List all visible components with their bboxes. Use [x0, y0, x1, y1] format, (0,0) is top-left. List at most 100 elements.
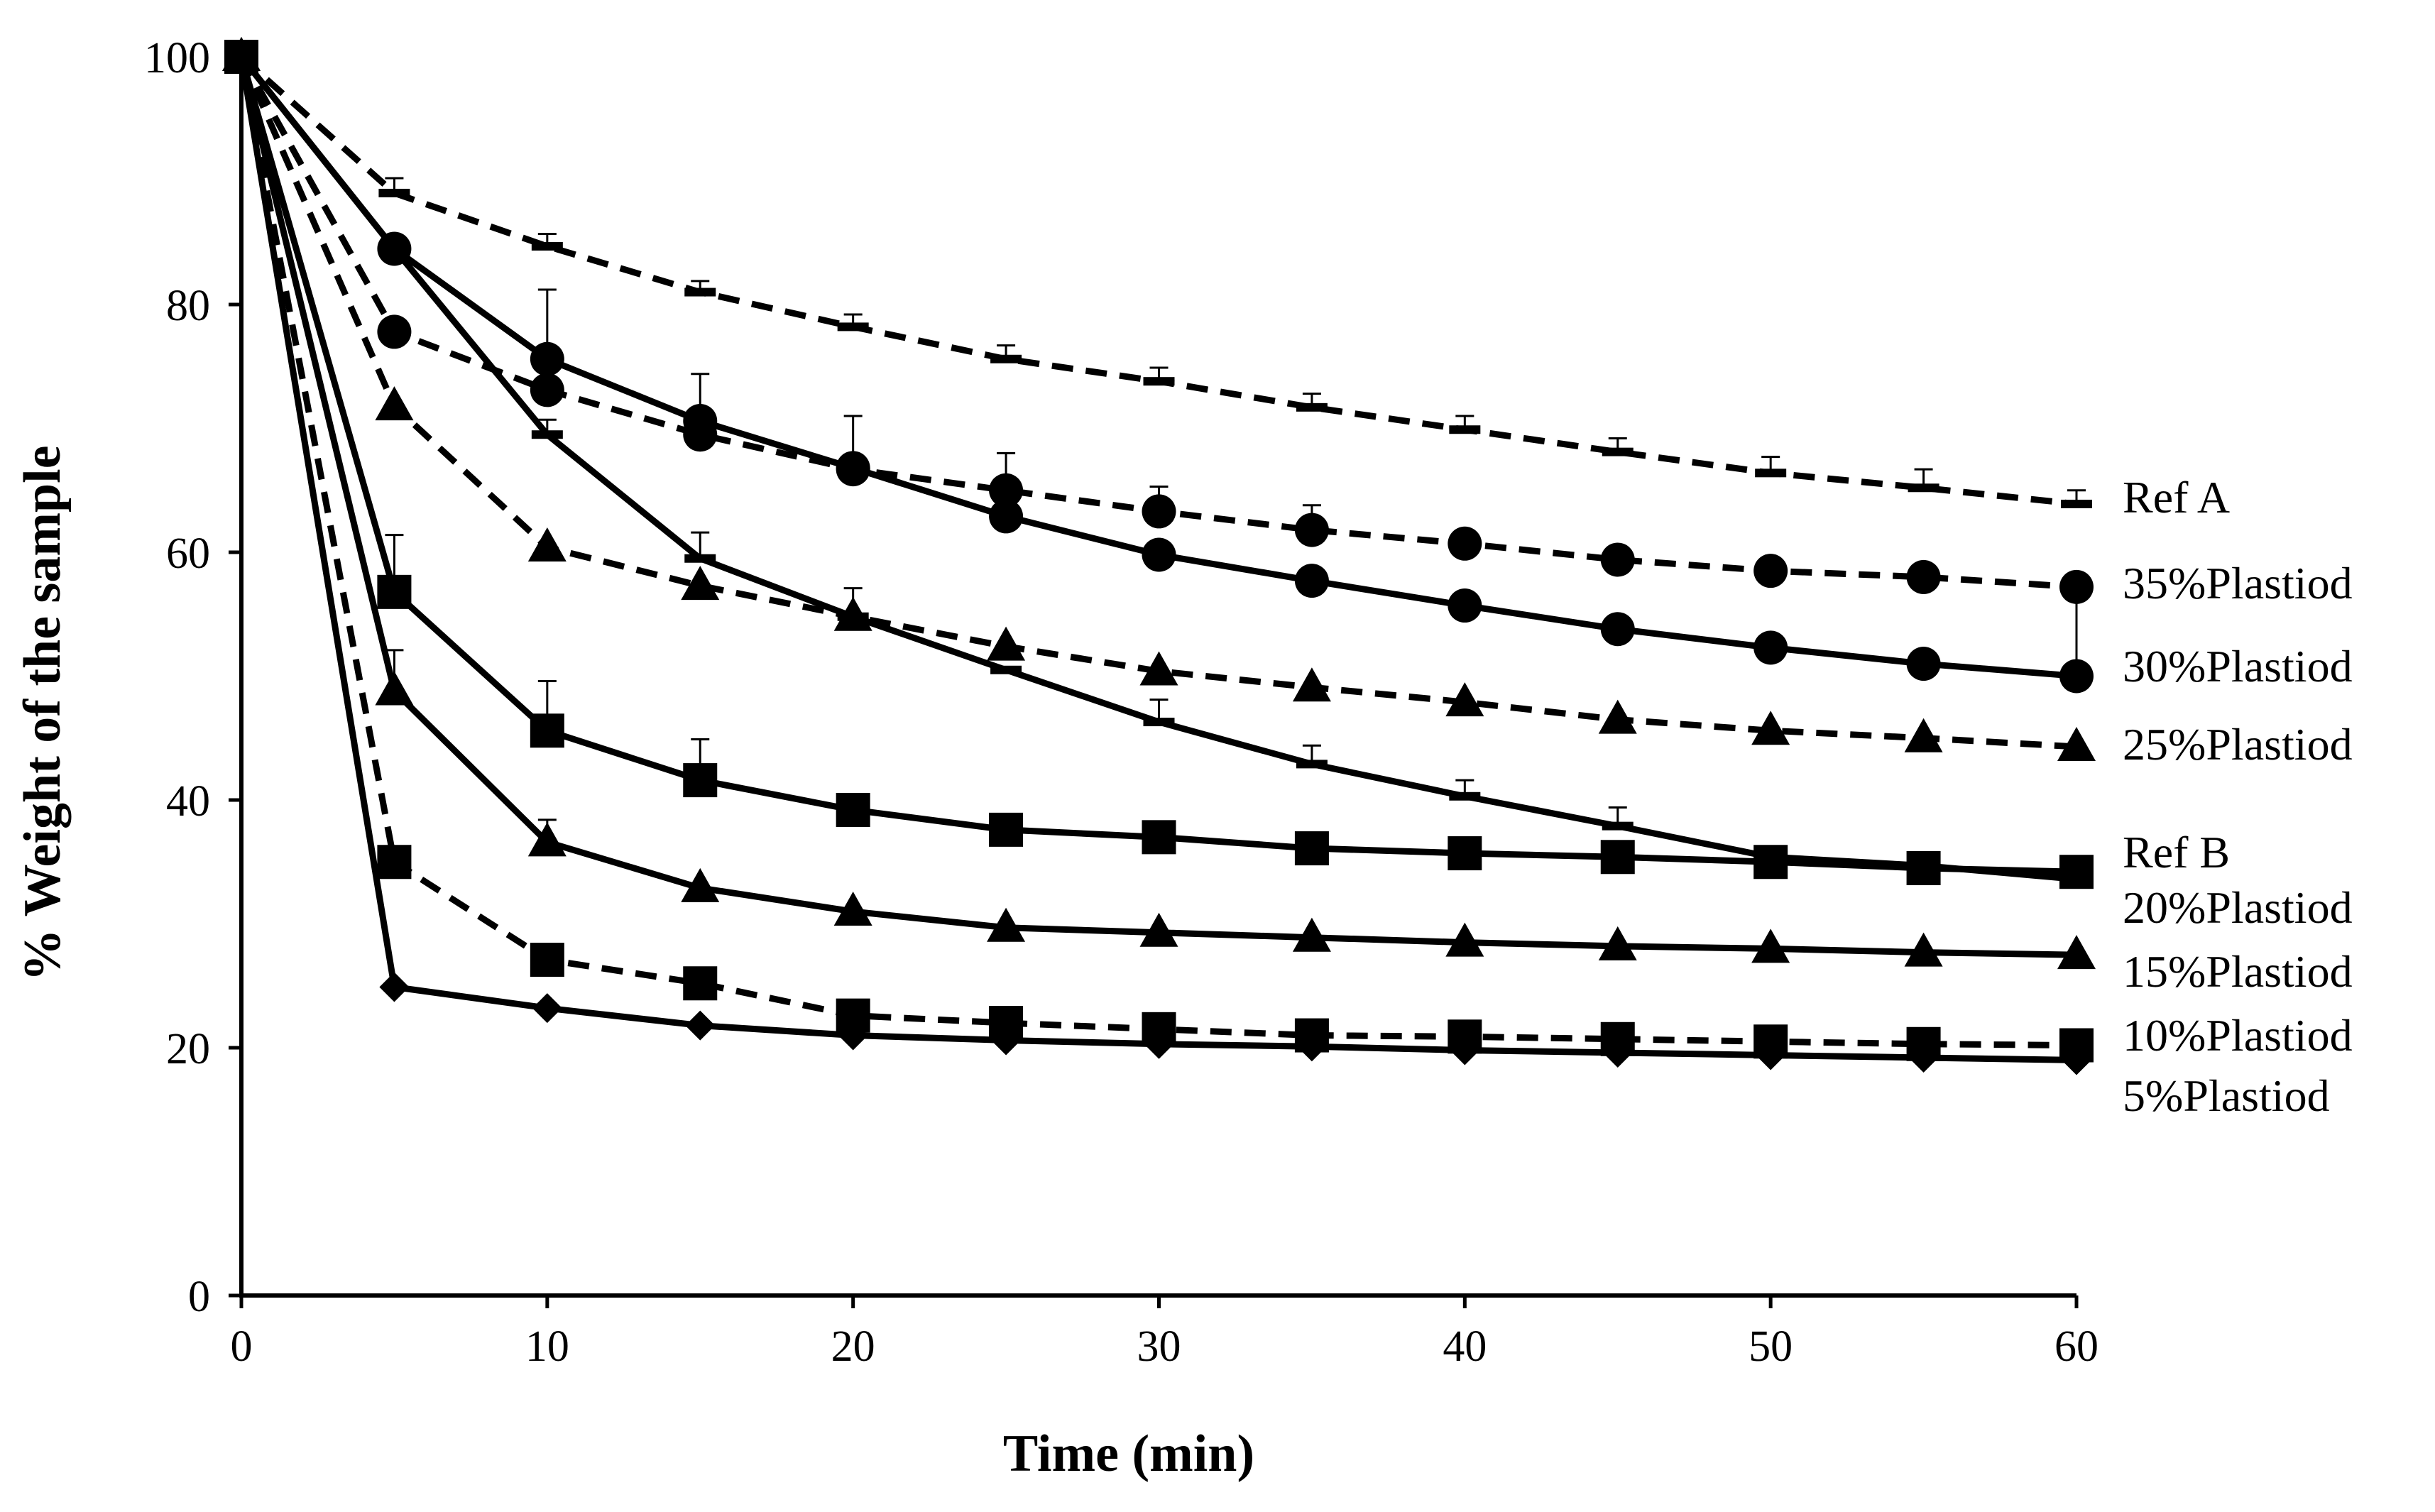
5pct-plastiod-point	[1144, 1029, 1174, 1059]
y-tick-label: 60	[166, 530, 210, 578]
20pct-plastiod-point	[1906, 850, 1941, 885]
5pct-plastiod-point	[1296, 1031, 1327, 1062]
series-35pct-plastiod	[224, 40, 2094, 604]
ref-b-point	[378, 244, 410, 253]
30pct-plastiod-point	[1448, 588, 1482, 623]
30pct-plastiod-point	[1906, 647, 1941, 681]
series-5pct-plastiod	[226, 42, 2091, 1075]
20pct-plastiod-point	[836, 792, 870, 827]
series-label-ref-a: Ref A	[2123, 472, 2230, 522]
5pct-plastiod-point	[532, 993, 562, 1024]
ref-b-point	[1602, 821, 1634, 831]
ref-a-point	[1908, 483, 1939, 493]
y-tick-label: 100	[144, 34, 210, 82]
35pct-plastiod-point	[1142, 494, 1176, 529]
20pct-plastiod-point	[377, 574, 412, 609]
ref-a-point	[531, 241, 563, 251]
series-layer	[222, 37, 2096, 1075]
20pct-plastiod-point	[2059, 855, 2094, 889]
35pct-plastiod-point	[1448, 526, 1482, 561]
15pct-plastiod-point	[1139, 912, 1178, 947]
series-label-30pct-plastiod: 30%Plastiod	[2123, 641, 2353, 691]
series-label-10pct-plastiod: 10%Plastiod	[2123, 1010, 2353, 1061]
25pct-plastiod-point	[1139, 651, 1178, 686]
y-axis-title: % Weight of the sample	[13, 445, 72, 981]
25pct-plastiod-point	[1445, 682, 1484, 717]
x-tick-label: 50	[1749, 1322, 1793, 1371]
series-label-35pct-plastiod: 35%Plastiod	[2123, 558, 2353, 608]
series-labels: Ref A 35%Plastiod 30%Plastiod Ref B 25%Plast…	[2123, 472, 2353, 1121]
x-tick-label: 40	[1443, 1322, 1487, 1371]
20pct-plastiod-point	[530, 713, 564, 748]
25pct-plastiod-point	[1598, 699, 1637, 734]
20pct-plastiod-point	[989, 812, 1024, 847]
series-25pct-plastiod	[222, 37, 2096, 761]
35pct-plastiod-point	[1600, 542, 1635, 577]
15pct-plastiod-point	[1598, 926, 1637, 960]
5pct-plastiod-point	[991, 1025, 1022, 1056]
35pct-plastiod-point	[1294, 513, 1329, 547]
ref-b-point	[1296, 760, 1328, 769]
ref-b-point	[531, 430, 563, 439]
20pct-plastiod-point	[1753, 845, 1788, 880]
20pct-plastiod-point	[1600, 840, 1635, 875]
15pct-plastiod-point	[1445, 922, 1484, 957]
5pct-plastiod-point	[685, 1010, 716, 1041]
5pct-plastiod-point	[2062, 1045, 2091, 1075]
x-tick-label: 10	[525, 1322, 569, 1371]
25pct-plastiod-point	[527, 527, 567, 562]
series-label-15pct-plastiod: 15%Plastiod	[2123, 946, 2353, 997]
35pct-plastiod-point	[1753, 554, 1788, 588]
5pct-plastiod-point	[379, 972, 410, 1002]
y-tick-label: 80	[166, 282, 210, 330]
15pct-plastiod-point	[2057, 935, 2096, 970]
series-ref-a	[226, 53, 2092, 508]
25pct-plastiod-point	[1904, 718, 1943, 752]
ref-a-point	[1449, 425, 1481, 434]
30pct-plastiod-point	[836, 451, 870, 486]
15pct-plastiod-point	[1904, 932, 1943, 967]
5pct-plastiod-point	[226, 42, 256, 72]
y-tick-label: 20	[166, 1025, 210, 1073]
30pct-plastiod-point	[1294, 564, 1329, 598]
y-tick-label: 0	[188, 1273, 210, 1321]
20pct-plastiod-point	[1294, 831, 1329, 866]
series-15pct-plastiod	[222, 37, 2096, 970]
20pct-plastiod-point	[1142, 820, 1176, 855]
35pct-plastiod-point	[377, 314, 412, 349]
5pct-plastiod-point	[1450, 1035, 1480, 1065]
series-label-5pct-plastiod: 5%Plastiod	[2123, 1070, 2330, 1121]
series-label-25pct-plastiod: 25%Plastiod	[2123, 719, 2353, 769]
5pct-plastiod-point	[1756, 1040, 1786, 1070]
25pct-plastiod-point	[2057, 726, 2096, 761]
15pct-plastiod-point	[1292, 917, 1331, 952]
axes: 0 10 20 30 40 50 60 0 20 40 60 80 100	[144, 34, 2099, 1371]
15pct-plastiod-point	[375, 671, 414, 706]
5pct-plastiod-point	[1908, 1042, 1939, 1073]
35pct-plastiod-point	[530, 373, 564, 407]
ref-a-point	[684, 287, 716, 297]
20pct-plastiod-point	[1448, 836, 1482, 871]
35pct-plastiod-point	[989, 473, 1024, 508]
x-tick-label: 30	[1137, 1322, 1181, 1371]
5pct-plastiod-point	[1602, 1037, 1633, 1068]
ref-a-point	[990, 354, 1022, 363]
25pct-plastiod-point	[833, 596, 872, 631]
25pct-plastiod-point	[1292, 667, 1331, 702]
ref-a-point	[1602, 447, 1634, 456]
ref-b-point	[1143, 718, 1175, 727]
15pct-plastiod-point	[1751, 928, 1790, 963]
15pct-plastiod-point	[833, 892, 872, 926]
x-axis-title: Time (min)	[1003, 1425, 1254, 1483]
25pct-plastiod-point	[987, 626, 1026, 661]
15pct-plastiod-point	[527, 822, 567, 857]
30pct-plastiod-point	[530, 341, 564, 376]
30pct-plastiod-point	[1753, 630, 1788, 665]
10pct-plastiod-point	[683, 966, 718, 1001]
15pct-plastiod-point	[681, 867, 720, 902]
10pct-plastiod-point	[530, 943, 564, 977]
35pct-plastiod-point	[1906, 559, 1941, 594]
30pct-plastiod-point	[989, 499, 1024, 534]
30pct-plastiod-point	[683, 404, 718, 439]
